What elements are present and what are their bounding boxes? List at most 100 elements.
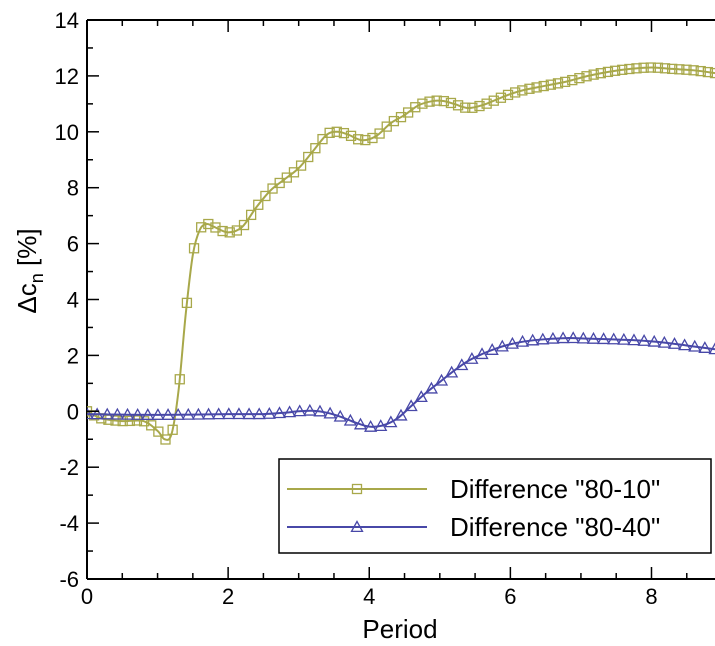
x-tick-label: 8 <box>645 584 657 609</box>
series-1-marker <box>331 126 342 137</box>
y-axis-title: Δcn [%] <box>12 228 47 313</box>
series-1-marker <box>131 415 143 426</box>
series-1-marker <box>581 71 592 82</box>
series-2-marker <box>131 407 145 420</box>
y-tick-label: -6 <box>59 567 79 592</box>
series-1-marker <box>602 66 614 78</box>
series-1-marker <box>181 297 193 309</box>
series-2-marker <box>293 404 307 417</box>
series-1-marker <box>196 222 207 233</box>
series-1-marker <box>502 89 514 101</box>
series-1-marker <box>467 102 478 113</box>
x-tick-label: 4 <box>363 584 375 609</box>
series-1-marker <box>360 134 371 146</box>
series-2-marker <box>667 337 682 349</box>
legend-marker-2 <box>350 520 364 533</box>
series-2-marker <box>272 406 287 419</box>
series-1-marker <box>438 95 449 107</box>
series-2-marker <box>495 339 509 352</box>
series-2-marker <box>353 417 368 430</box>
series-2-marker <box>637 334 651 346</box>
series-1-marker <box>702 66 714 78</box>
series-1-marker <box>424 96 435 107</box>
x-tick-label: 2 <box>222 584 234 609</box>
series-2-marker <box>333 409 347 422</box>
series-2-marker <box>647 334 661 347</box>
series-1 <box>87 62 715 445</box>
series-1-marker <box>688 65 699 76</box>
series-2-marker <box>576 331 590 344</box>
series-1-marker <box>160 434 171 445</box>
y-tick-label: 6 <box>67 232 79 257</box>
series-1-marker <box>417 98 428 109</box>
series-1-marker <box>338 127 350 139</box>
series-2-marker <box>343 413 357 426</box>
series-1-marker <box>488 95 499 106</box>
series-1-marker <box>609 65 621 76</box>
series-2-marker <box>546 331 560 344</box>
series-2-marker <box>698 341 712 353</box>
series-1-marker <box>274 177 285 189</box>
series-2-marker <box>455 358 469 371</box>
series-1-marker <box>174 374 185 385</box>
series-2-marker <box>242 407 256 420</box>
series-1-marker <box>124 415 135 427</box>
series-2-marker <box>374 419 388 432</box>
series-2-marker <box>688 339 702 352</box>
series-1-marker <box>588 69 599 80</box>
series-2-marker <box>394 408 408 421</box>
series-1-marker <box>452 100 464 111</box>
series-1-marker <box>538 80 549 92</box>
series-2-marker <box>232 407 246 420</box>
series-2-marker <box>404 399 418 412</box>
series-1-marker <box>517 85 528 96</box>
series-1-marker <box>260 190 271 202</box>
series-2-marker <box>222 407 236 420</box>
series-1-marker <box>445 97 457 109</box>
series-1-marker <box>267 183 278 194</box>
series-1-marker <box>624 63 635 75</box>
series-1-marker <box>695 65 706 77</box>
series-1-marker <box>674 64 685 75</box>
series-2-marker <box>100 407 114 420</box>
series-2-marker <box>526 333 540 346</box>
series-2-marker <box>191 407 206 420</box>
series-2-marker <box>607 332 621 345</box>
series-1-marker <box>188 243 200 254</box>
series-2-marker <box>90 407 104 420</box>
legend-box <box>278 458 712 554</box>
y-axis-title-main: Δc <box>12 283 42 313</box>
series-1-marker <box>245 209 257 221</box>
series-2-marker <box>424 381 438 394</box>
series-1-marker <box>253 199 264 210</box>
legend-marker-1 <box>351 483 363 495</box>
series-1-marker <box>524 83 535 94</box>
series-2-marker <box>445 365 459 378</box>
series-1-marker <box>110 415 121 426</box>
series-1-marker <box>574 72 585 84</box>
series-1-marker <box>324 127 335 139</box>
series-2-marker <box>475 347 489 360</box>
series-2-marker <box>181 407 195 420</box>
series-2-marker <box>708 342 715 355</box>
series-layer <box>87 62 715 445</box>
series-1-marker <box>281 172 292 183</box>
series-2-marker <box>303 403 317 416</box>
series-1-marker <box>210 222 221 233</box>
series-1-marker <box>531 82 542 93</box>
series-1-marker <box>545 79 557 90</box>
series-2-marker <box>536 332 550 345</box>
series-1-marker <box>510 87 521 98</box>
y-axis-title-unit: [%] <box>12 228 42 273</box>
y-axis-title-subscript: n <box>27 273 47 283</box>
series-1-marker <box>402 107 414 118</box>
series-1-marker <box>217 225 228 237</box>
series-2-marker <box>485 343 499 355</box>
series-2-marker <box>110 407 124 420</box>
series-2 <box>87 331 715 432</box>
series-2-marker <box>161 408 175 420</box>
series-2-marker <box>201 407 216 420</box>
series-1-marker <box>153 426 164 437</box>
series-1-marker <box>345 130 357 142</box>
x-axis-title: Period <box>362 614 437 644</box>
